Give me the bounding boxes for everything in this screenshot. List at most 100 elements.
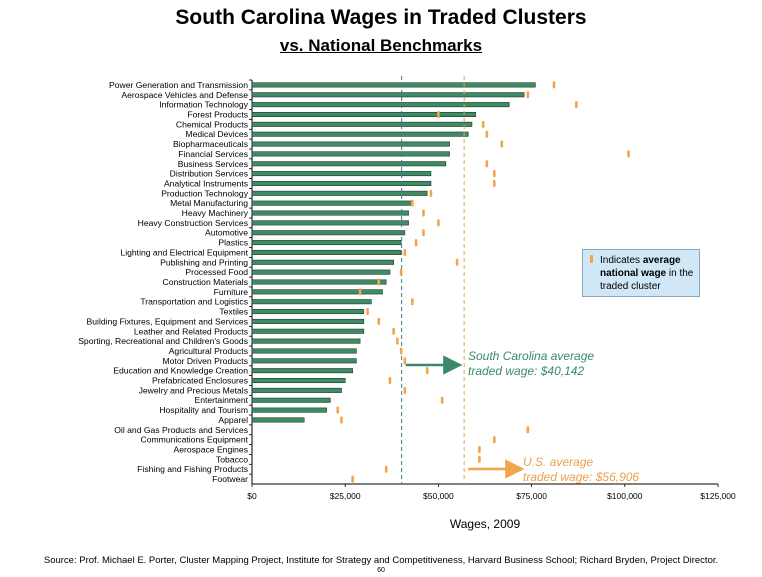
national-wage-marker — [437, 219, 440, 227]
category-label: Hospitality and Tourism — [159, 405, 248, 415]
source-note: Source: Prof. Michael E. Porter, Cluster… — [43, 555, 719, 566]
national-wage-marker — [403, 386, 407, 394]
national-wage-marker — [493, 170, 496, 178]
sc-wage-bar — [251, 249, 402, 255]
category-label: Sporting, Recreational and Children's Go… — [78, 336, 248, 346]
category-label: Education and Knowledge Creation — [113, 366, 248, 376]
national-wage-marker — [414, 239, 418, 247]
category-label: Tobacco — [216, 454, 248, 464]
sc-wage-bar — [251, 92, 525, 98]
sc-wage-bar — [251, 378, 346, 384]
national-wage-marker — [358, 288, 362, 296]
category-label: Lighting and Electrical Equipment — [120, 247, 248, 257]
sc-wage-bar — [251, 131, 469, 137]
x-tick-label: $100,000 — [607, 491, 643, 501]
national-wage-marker-icon — [590, 255, 593, 263]
sc-wage-bar — [251, 269, 391, 275]
category-label: Aerospace Vehicles and Defense — [121, 90, 248, 100]
national-wage-marker — [552, 81, 556, 89]
category-label: Power Generation and Transmission — [109, 80, 248, 90]
category-label: Medical Devices — [185, 129, 248, 139]
x-tick-label: $25,000 — [330, 491, 361, 501]
category-label: Heavy Machinery — [182, 208, 249, 218]
sc-wage-bar — [251, 289, 383, 295]
sc-wage-bar — [251, 240, 402, 246]
sc-wage-bar — [251, 102, 510, 108]
category-label: Oil and Gas Products and Services — [114, 425, 248, 435]
category-label: Agricultural Products — [169, 346, 248, 356]
legend-text-pre: Indicates — [600, 255, 643, 266]
sc-wage-bar — [251, 358, 357, 364]
category-label: Prefabricated Enclosures — [152, 376, 248, 386]
sc-wage-bar — [251, 230, 406, 236]
sc-wage-bar — [251, 368, 353, 374]
category-label: Information Technology — [159, 100, 248, 110]
sc-annotation-line1: South Carolina average — [468, 349, 595, 363]
national-wage-marker — [403, 248, 407, 256]
category-label: Analytical Instruments — [164, 178, 248, 188]
sc-annotation-line2: traded wage: $40,142 — [468, 364, 585, 378]
category-label: Plastics — [218, 238, 248, 248]
national-wage-marker — [440, 396, 444, 404]
national-wage-marker — [411, 199, 414, 207]
sc-wage-bar — [251, 309, 365, 315]
chart-subtitle: vs. National Benchmarks — [279, 36, 483, 55]
national-wage-marker — [366, 308, 369, 316]
category-label: Furniture — [214, 287, 249, 297]
sc-wage-bar — [251, 161, 447, 167]
category-label: Heavy Construction Services — [138, 218, 248, 228]
national-wage-marker — [485, 160, 489, 168]
x-tick-label: $75,000 — [516, 491, 547, 501]
sc-wage-bar — [251, 279, 387, 285]
category-label: Processed Food — [185, 267, 248, 277]
category-label: Transportation and Logistics — [140, 297, 248, 307]
chart-title: South Carolina Wages in Traded Clusters — [175, 6, 587, 29]
national-wage-marker — [377, 317, 381, 325]
category-label: Apparel — [218, 415, 248, 425]
category-label: Distribution Services — [170, 169, 248, 179]
national-wage-marker — [526, 426, 530, 434]
national-wage-marker — [411, 298, 414, 306]
legend-text-post: in the traded cluster — [600, 268, 694, 292]
category-label: Production Technology — [161, 188, 248, 198]
national-wage-marker — [478, 446, 481, 454]
national-wage-marker — [422, 229, 425, 237]
sc-wage-bar — [251, 417, 305, 423]
national-wage-marker — [399, 347, 403, 355]
sc-wage-bar — [251, 180, 432, 186]
category-label: Leather and Related Products — [134, 326, 248, 336]
national-wage-marker — [478, 455, 481, 463]
category-label: Publishing and Printing — [160, 257, 248, 267]
category-label: Fishing and Fishing Products — [137, 464, 248, 474]
category-label: Financial Services — [178, 149, 248, 159]
x-tick-label: $0 — [247, 491, 257, 501]
national-wage-marker — [437, 110, 440, 118]
category-label: Biopharmaceuticals — [173, 139, 248, 149]
sc-wage-bar — [251, 82, 536, 88]
national-wage-marker — [455, 258, 459, 266]
sc-wage-bar — [251, 259, 394, 265]
national-wage-marker — [340, 416, 343, 424]
us-average-annotation: U.S. average traded wage: $56,906 — [523, 455, 639, 485]
page-number: 60 — [377, 567, 385, 574]
sc-wage-bar — [251, 407, 327, 413]
sc-wage-bar — [251, 151, 450, 157]
national-wage-marker — [425, 367, 429, 375]
national-wage-marker — [422, 209, 425, 217]
sc-wage-bar — [251, 111, 476, 117]
us-annotation-line2: traded wage: $56,906 — [523, 470, 640, 484]
category-label: Business Services — [178, 159, 248, 169]
sc-wage-bar — [251, 299, 372, 305]
category-label: Metal Manufacturing — [170, 198, 248, 208]
national-wage-marker — [392, 327, 395, 335]
sc-wage-bar — [251, 141, 450, 147]
category-label: Footwear — [212, 474, 248, 484]
sc-wage-bar — [251, 318, 365, 324]
national-wage-marker — [429, 189, 433, 197]
national-wage-marker — [575, 101, 578, 109]
category-label: Aerospace Engines — [173, 445, 248, 455]
category-label: Chemical Products — [176, 119, 248, 129]
category-label: Construction Materials — [163, 277, 249, 287]
national-wage-marker — [403, 357, 407, 365]
